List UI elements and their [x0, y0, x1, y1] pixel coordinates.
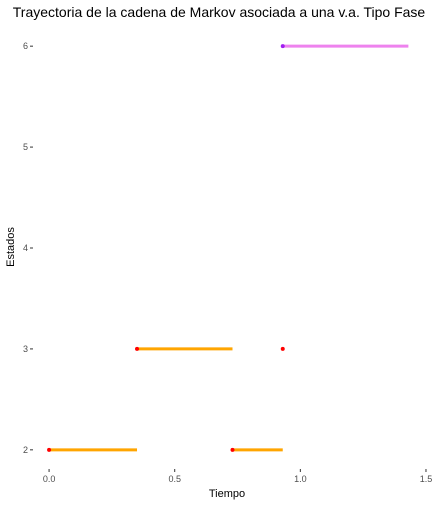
x-tick-label-1.5: 1.5 — [420, 474, 432, 484]
x-tick-label-1: 1.0 — [294, 474, 307, 484]
transition-point-2 — [135, 346, 140, 351]
y-tick-label-5: 5 — [23, 142, 28, 152]
chart-title: Trayectoria de la cadena de Markov asoci… — [13, 4, 426, 20]
y-tick-label-2: 2 — [23, 445, 28, 455]
x-tick-label-0: 0.0 — [43, 474, 56, 484]
y-tick-label-4: 4 — [23, 243, 28, 253]
plot-area — [47, 44, 409, 452]
transition-point-1 — [47, 447, 52, 452]
y-tick-label-3: 3 — [23, 344, 28, 354]
x-axis-label: Tiempo — [209, 488, 245, 500]
y-tick-label-6: 6 — [23, 41, 28, 51]
x-tick-label-0.5: 0.5 — [168, 474, 181, 484]
transition-point-5 — [280, 44, 285, 49]
y-axis: 2 3 4 5 6 — [23, 41, 33, 455]
transition-point-3 — [230, 447, 235, 452]
y-axis-label: Estados — [5, 227, 17, 267]
transition-point-4 — [280, 346, 285, 351]
x-axis: 0.0 0.5 1.0 1.5 — [43, 469, 432, 484]
